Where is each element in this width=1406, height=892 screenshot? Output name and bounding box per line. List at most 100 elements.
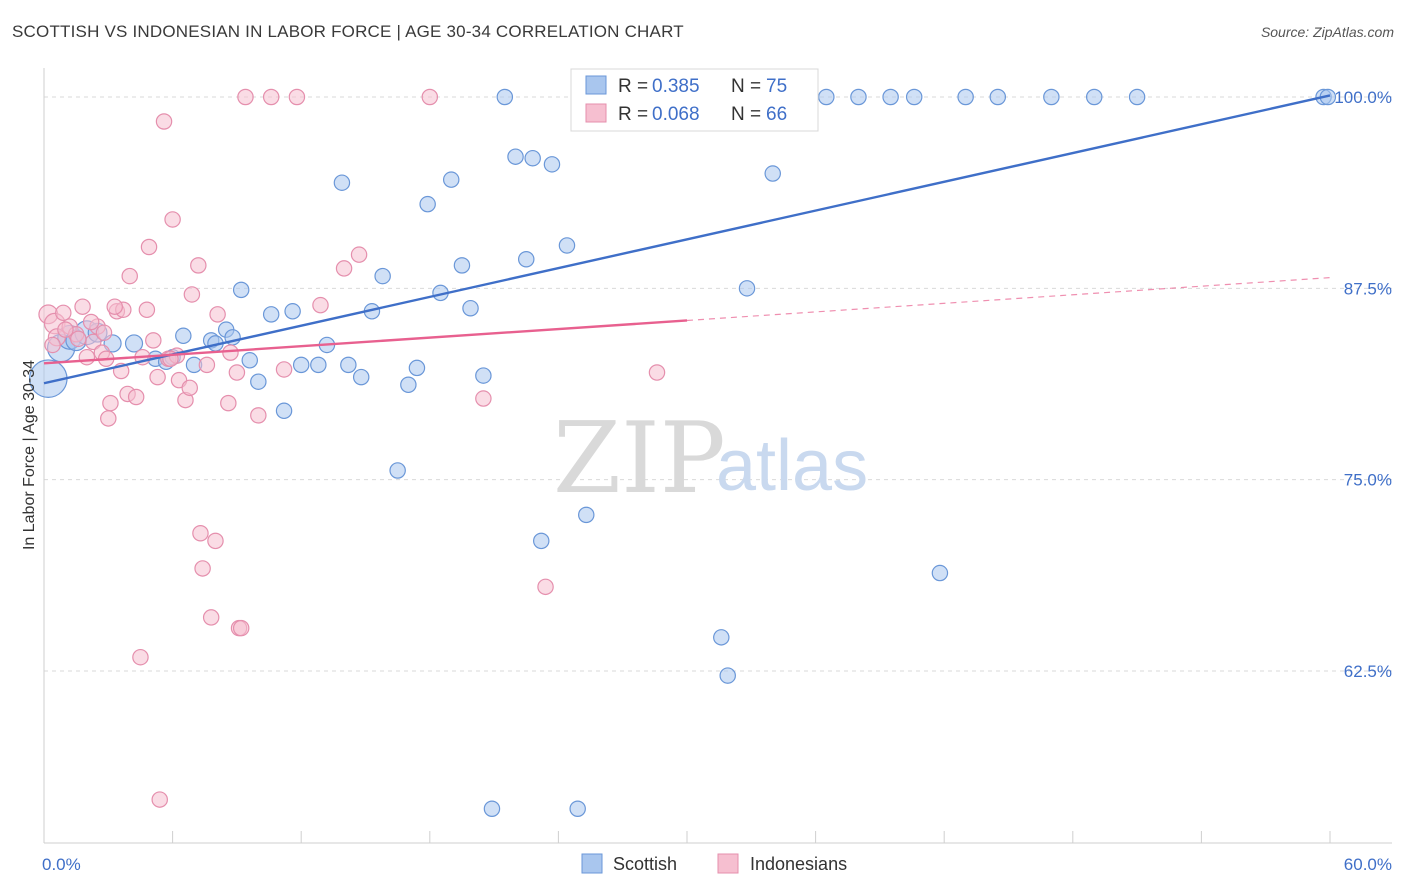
scottish-point-27 — [340, 356, 357, 374]
indonesians-point-44 — [237, 88, 254, 106]
legend-r-label-scottish: R = — [618, 76, 648, 97]
indonesians-point-47 — [275, 361, 293, 378]
indonesians-point-13 — [102, 394, 119, 412]
scottish-trendline — [43, 94, 1331, 385]
watermark-atlas-text: atlas — [716, 426, 868, 506]
scottish-point-47 — [558, 237, 576, 254]
indonesians-point-50 — [335, 260, 353, 277]
scottish-point-65 — [882, 88, 899, 106]
indonesians-point-33 — [190, 257, 207, 274]
trendlines — [43, 94, 1331, 385]
scottish-point-36 — [442, 171, 460, 188]
scottish-point-18 — [241, 352, 259, 369]
indonesians-point-25 — [151, 791, 168, 808]
scottish-point-72 — [1128, 88, 1146, 106]
scottish-point-31 — [389, 462, 406, 479]
scottish-point-37 — [453, 257, 471, 274]
indonesians-point-24 — [149, 368, 166, 386]
indonesians-point-31 — [181, 379, 198, 397]
scottish-point-20 — [262, 306, 280, 323]
bottom-legend-swatch-indonesians — [717, 853, 739, 874]
indonesians-point-51 — [350, 246, 368, 263]
indonesians-point-53 — [475, 390, 492, 407]
scottish-point-61 — [764, 165, 781, 182]
indonesians-point-34 — [192, 524, 209, 542]
scottish-point-44 — [524, 149, 541, 167]
scottish-point-56 — [713, 629, 730, 646]
watermark: ZIP atlas — [553, 402, 868, 516]
scottish-point-45 — [533, 532, 550, 550]
legend-r-label-indonesians: R = — [618, 104, 648, 125]
indonesians-point-6 — [74, 298, 91, 315]
indonesians-point-20 — [132, 648, 149, 666]
indonesians-point-23 — [145, 332, 162, 349]
indonesians-point-40 — [228, 364, 246, 381]
bottom-legend-label-indonesians: Indonesians — [750, 854, 847, 874]
scottish-point-42 — [507, 148, 524, 165]
indonesians-point-46 — [262, 88, 280, 106]
scottish-point-11 — [175, 327, 192, 345]
indonesians-point-38 — [209, 306, 226, 323]
indonesians-point-3 — [55, 304, 72, 322]
legend-n-label-scottish: N = — [731, 76, 761, 97]
legend-r-value-scottish: 0.385 — [652, 76, 700, 97]
scottish-point-71 — [1085, 88, 1103, 106]
indonesians-point-12 — [100, 410, 117, 427]
indonesians-point-52 — [421, 88, 439, 106]
indonesians-point-65 — [44, 336, 61, 354]
indonesians-point-60 — [138, 301, 156, 319]
indonesians-point-19 — [127, 388, 145, 406]
scottish-point-23 — [292, 356, 310, 374]
indonesians-point-7 — [78, 348, 96, 366]
indonesians-trendline-extension — [686, 277, 1331, 322]
indonesians-point-42 — [232, 619, 250, 637]
legend-swatch-indonesians — [585, 103, 607, 123]
x-tick-label-1: 60.0% — [1344, 855, 1392, 874]
scottish-point-34 — [419, 195, 436, 213]
chart-title: SCOTTISH VS INDONESIAN IN LABOR FORCE | … — [12, 22, 684, 41]
indonesians-point-28 — [164, 211, 181, 228]
indonesians-point-26 — [155, 113, 173, 130]
scottish-point-67 — [931, 564, 949, 582]
scottish-point-49 — [578, 506, 595, 524]
top-legend-box — [570, 68, 819, 132]
indonesians-point-39 — [220, 394, 237, 412]
scottish-point-66 — [905, 88, 923, 106]
indonesians-point-57 — [82, 313, 100, 331]
indonesians-point-49 — [312, 296, 329, 314]
bottom-legend-label-scottish: Scottish — [613, 854, 677, 874]
scottish-point-33 — [408, 359, 426, 377]
indonesians-point-32 — [183, 286, 201, 303]
scottish-point-46 — [543, 156, 561, 173]
indonesians-point-36 — [202, 609, 220, 626]
indonesians-point-45 — [250, 407, 267, 424]
indonesians-point-55 — [648, 364, 666, 381]
y-tick-label-3: 62.5% — [1344, 662, 1392, 681]
indonesians-point-64 — [95, 324, 113, 341]
legend-n-value-scottish: 75 — [766, 76, 787, 97]
indonesians-point-43 — [222, 344, 239, 361]
scottish-point-70 — [1043, 88, 1060, 106]
indonesians-point-58 — [70, 330, 87, 348]
legend-n-label-indonesians: N = — [731, 104, 761, 125]
scottish-point-38 — [462, 299, 479, 317]
scottish-point-63 — [818, 88, 835, 106]
indonesians-trendline — [43, 319, 688, 365]
scottish-point-69 — [989, 88, 1007, 106]
legend-n-value-indonesians: 66 — [766, 104, 787, 125]
indonesians-point-22 — [140, 238, 158, 256]
indonesians-point-54 — [537, 578, 554, 596]
indonesians-point-37 — [207, 532, 224, 550]
scottish-point-24 — [310, 356, 327, 374]
scottish-point-19 — [250, 373, 267, 390]
x-tick-label-0: 0.0% — [42, 855, 81, 874]
bottom-legend-swatch-scottish — [581, 853, 603, 874]
scottish-point-17 — [232, 281, 250, 299]
indonesians-point-59 — [106, 298, 123, 315]
scottish-point-26 — [333, 174, 351, 191]
indonesians-point-18 — [121, 267, 138, 285]
scottish-point-22 — [284, 303, 301, 320]
watermark-zip-text: ZIP — [553, 402, 726, 516]
legend-r-value-indonesians: 0.068 — [652, 104, 700, 125]
